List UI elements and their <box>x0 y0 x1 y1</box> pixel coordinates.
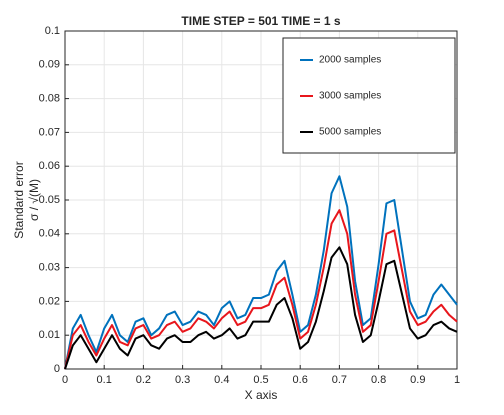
y-tick-label: 0.04 <box>39 228 60 240</box>
legend-label: 2000 samples <box>319 55 381 66</box>
x-tick-label: 0.3 <box>175 374 190 386</box>
x-tick-label: 0.1 <box>97 374 112 386</box>
legend-label: 5000 samples <box>319 127 381 138</box>
y-tick-label: 0.05 <box>39 194 60 206</box>
x-axis-label: X axis <box>245 388 278 402</box>
x-tick-label: 0 <box>62 374 68 386</box>
y-tick-label: 0.09 <box>39 59 60 71</box>
x-tick-label: 1 <box>454 374 460 386</box>
y-tick-label: 0.07 <box>39 126 60 138</box>
x-tick-label: 0.9 <box>410 374 425 386</box>
legend-label: 3000 samples <box>319 91 381 102</box>
data-line <box>64 209 458 370</box>
y-tick-label: 0.01 <box>39 329 60 341</box>
x-tick-label: 0.2 <box>136 374 151 386</box>
y-tick-label: 0.06 <box>39 160 60 172</box>
data-line <box>64 246 458 370</box>
y-axis-label: σ / √(M) <box>27 179 41 221</box>
x-tick-label: 0.6 <box>293 374 308 386</box>
y-tick-label: 0.08 <box>39 93 60 105</box>
y-tick-label: 0.1 <box>45 25 60 37</box>
y-tick-label: 0 <box>54 363 60 375</box>
chart-title: TIME STEP = 501 TIME = 1 s <box>181 14 341 28</box>
x-tick-label: 0.7 <box>332 374 347 386</box>
data-line <box>64 175 458 370</box>
y-axis-label: Standard error <box>12 161 26 238</box>
y-tick-label: 0.03 <box>39 262 60 274</box>
x-tick-label: 0.8 <box>371 374 386 386</box>
plot-frame <box>64 30 458 370</box>
y-tick-label: 0.02 <box>39 295 60 307</box>
x-tick-label: 0.5 <box>253 374 268 386</box>
x-tick-label: 0.4 <box>214 374 229 386</box>
